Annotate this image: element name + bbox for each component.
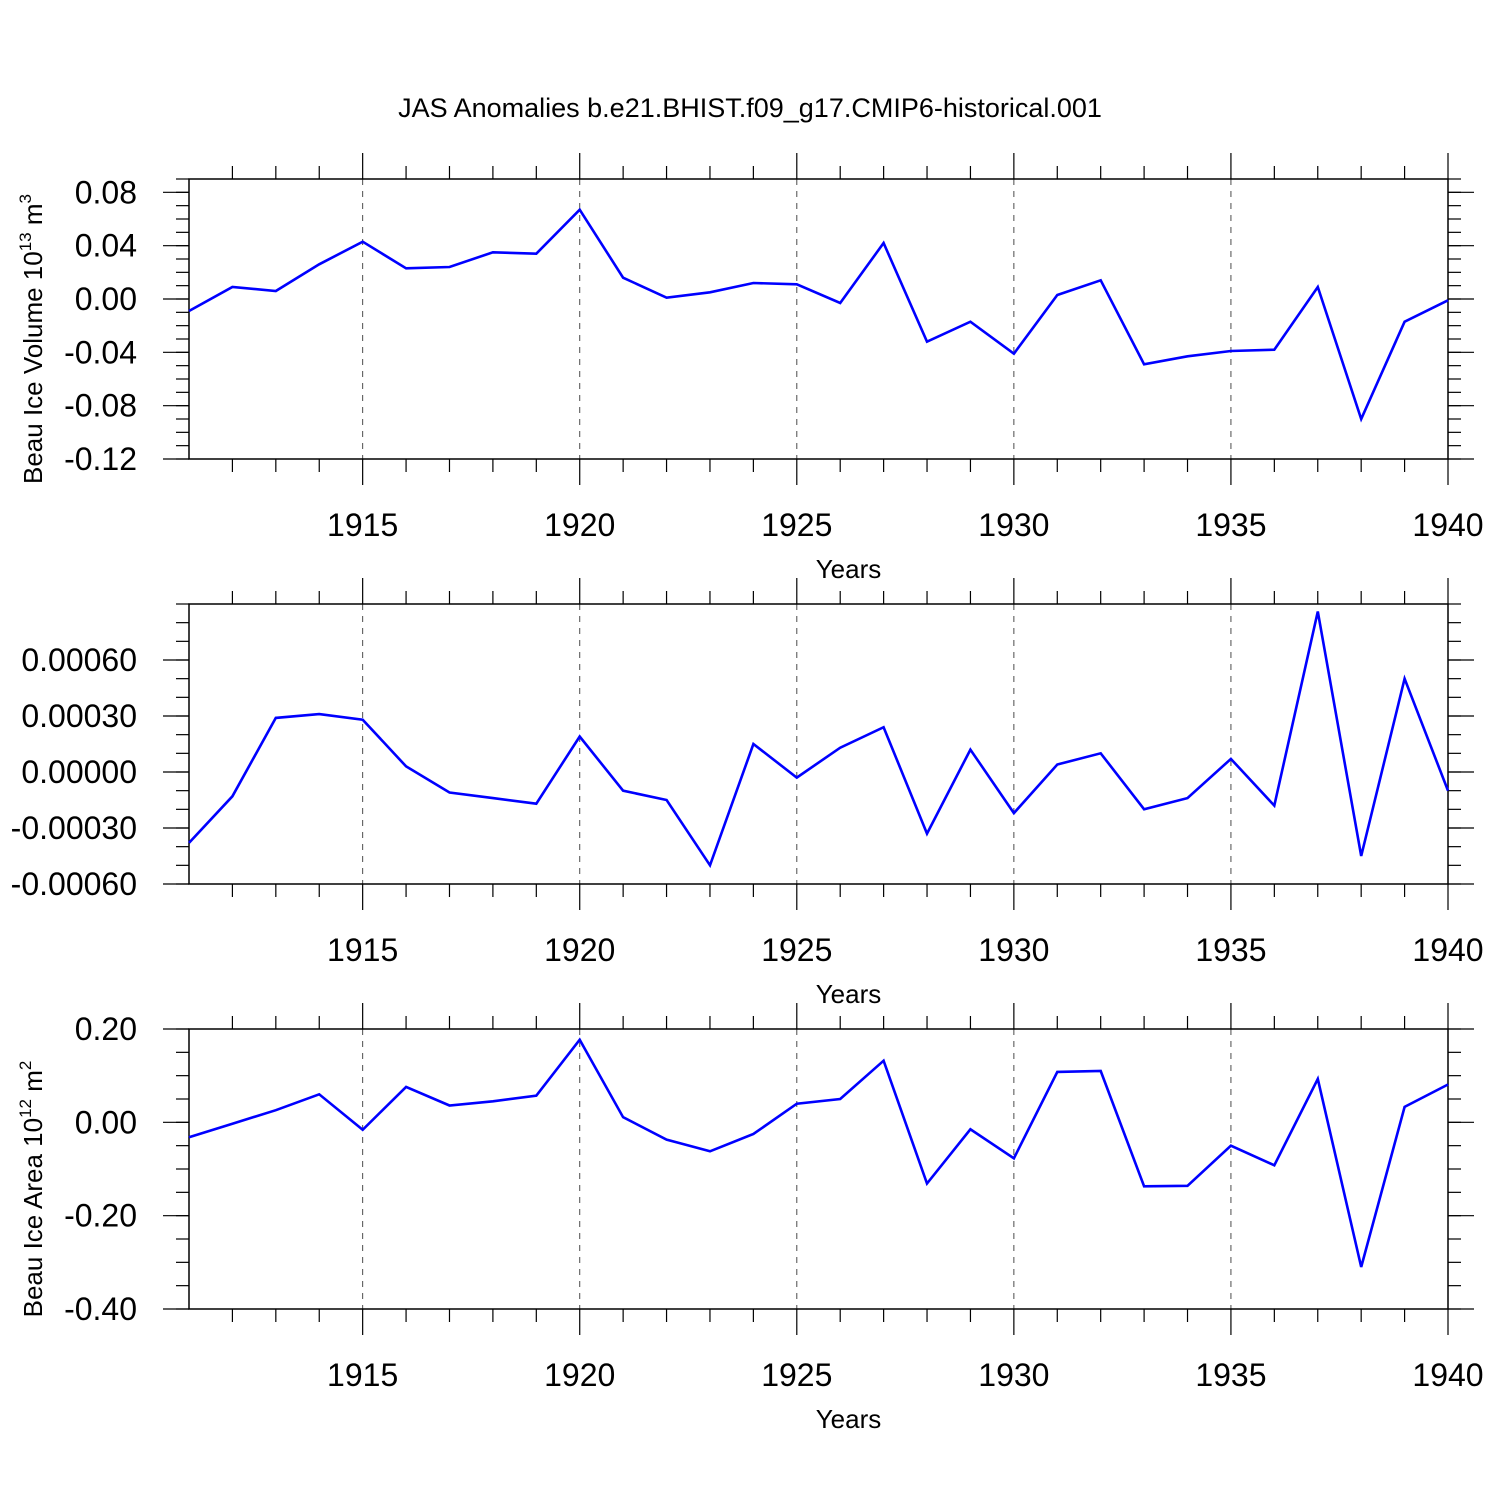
x-tick-label: 1940 — [1412, 507, 1483, 543]
y-tick-label: 0.08 — [75, 174, 137, 210]
x-tick-label: 1925 — [761, 507, 832, 543]
x-tick-label: 1920 — [544, 932, 615, 968]
x-tick-label: 1915 — [327, 1357, 398, 1393]
x-tick-label: 1935 — [1195, 1357, 1266, 1393]
chart-title: JAS Anomalies b.e21.BHIST.f09_g17.CMIP6-… — [398, 93, 1102, 123]
x-tick-label: 1940 — [1412, 932, 1483, 968]
x-axis-title: Years — [816, 979, 882, 1009]
y-tick-label: 0.00030 — [21, 698, 137, 734]
x-tick-label: 1925 — [761, 932, 832, 968]
y-tick-label: -0.04 — [64, 334, 137, 370]
x-tick-label: 1920 — [544, 1357, 615, 1393]
x-tick-label: 1940 — [1412, 1357, 1483, 1393]
y-tick-label: -0.20 — [64, 1198, 137, 1234]
x-tick-label: 1920 — [544, 507, 615, 543]
y-tick-label: -0.00060 — [11, 866, 137, 902]
y-tick-label: 0.00 — [75, 1104, 137, 1140]
y-axis-title: Beau Ice Area 1012 m2 — [16, 1061, 48, 1318]
x-axis-title: Years — [816, 1404, 882, 1434]
x-tick-label: 1930 — [978, 932, 1049, 968]
x-tick-label: 1930 — [978, 507, 1049, 543]
x-tick-label: 1915 — [327, 507, 398, 543]
y-tick-label: -0.00030 — [11, 810, 137, 846]
y-tick-label: 0.04 — [75, 228, 137, 264]
y-tick-label: -0.08 — [64, 388, 137, 424]
x-tick-label: 1925 — [761, 1357, 832, 1393]
y-tick-label: 0.00 — [75, 281, 137, 317]
x-tick-label: 1915 — [327, 932, 398, 968]
x-tick-label: 1935 — [1195, 507, 1266, 543]
y-tick-label: -0.12 — [64, 441, 137, 477]
y-tick-label: 0.00000 — [21, 754, 137, 790]
y-tick-label: 0.00060 — [21, 642, 137, 678]
y-tick-label: 0.20 — [75, 1011, 137, 1047]
x-tick-label: 1935 — [1195, 932, 1266, 968]
x-tick-label: 1930 — [978, 1357, 1049, 1393]
y-tick-label: -0.40 — [64, 1291, 137, 1327]
x-axis-title: Years — [816, 554, 882, 584]
